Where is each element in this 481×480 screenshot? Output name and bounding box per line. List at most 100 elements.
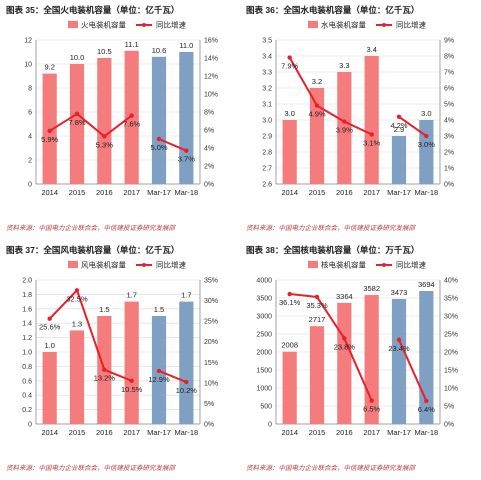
growth-line [289,293,373,402]
growth-point [424,398,429,404]
y-left-tick-label: 3.2 [262,86,272,93]
y-left-tick-label: 2.9 [262,134,272,141]
growth-value-label: 5.3% [96,140,113,149]
growth-point [396,114,402,120]
bar-value-label: 1.5 [99,305,109,314]
y-right-tick-label: 30% [444,314,458,321]
bar-value-label: 3.3 [339,61,349,70]
x-tick-label: 2015 [309,428,326,437]
legend-label: 火电装机容量 [81,20,126,30]
growth-point [287,291,292,297]
bar [124,301,139,424]
growth-point [74,111,80,117]
x-tick-label: Mar-18 [414,428,438,437]
bar-value-label: 10.0 [70,53,85,62]
y-right-tick-label: 25% [444,332,458,339]
y-right-tick-label: 25% [204,319,218,326]
growth-value-label: 35.3% [306,301,328,310]
x-tick-label: Mar-17 [387,188,411,197]
legend-label: 同比增速 [396,260,426,270]
x-tick-label: 2017 [123,428,140,437]
x-tick-label: Mar-17 [147,428,171,437]
y-right-tick-label: 8% [204,110,214,117]
y-right-tick-label: 10% [204,92,218,99]
bar-value-label: 10.5 [97,47,112,56]
bar [337,302,352,424]
bar [69,330,85,424]
bar-value-label: 3.0 [284,109,294,118]
growth-point [47,316,52,321]
chart-panel-wind: 图表 37：全国风电装机容量（单位：亿千瓦） 0 0.2 0.4 0.6 0.8 1.0 1… [0,240,240,480]
chart-title: 图表 38：全国核电装机容量（单位：万千瓦） [246,245,420,255]
x-tick-label: 2016 [336,188,353,197]
bar-value-label: 11.0 [179,41,193,50]
bar-value-label: 11.1 [125,40,139,49]
y-right-tick-label: 5% [444,102,454,109]
y-left-tick-label: 1.8 [22,292,32,299]
y-left-tick-label: 3500 [256,296,272,303]
growth-line [158,369,187,383]
growth-value-label: 10.2% [176,386,198,395]
bar-value-label: 9.2 [44,63,54,72]
growth-value-label: 32.5% [66,294,88,303]
y-left-tick-label: 0 [268,422,272,429]
bar-value-label: 10.6 [152,46,167,55]
y-right-tick-label: 4% [204,146,214,153]
growth-value-label: 5.9% [41,135,58,144]
y-right-tick-label: 0% [204,422,214,429]
chart-plot-thermal: 0 2 4 6 8 10 12 0% 2% 4% 6% 8% 10% 12% 14% 16% 9.2 10.0 10… [24,20,218,198]
x-tick-label: Mar-17 [387,428,411,437]
growth-point [369,132,374,137]
growth-value-label: 36.1% [279,298,301,307]
bar-value-label: 3.4 [366,45,376,54]
x-tick-label: 2016 [96,428,113,437]
growth-value-label: 10.5% [121,385,143,394]
legend-swatch-bar [68,261,78,268]
growth-line [158,138,187,152]
y-right-tick-label: 0% [444,182,454,189]
y-right-tick-label: 2% [204,164,214,171]
y-right-tick-label: 15% [444,368,458,375]
growth-value-label: 3.7% [178,155,195,164]
y-left-tick-label: 0.6 [22,378,32,385]
x-tick-label: 2014 [281,188,298,197]
growth-value-label: 7.8% [68,118,85,127]
y-right-tick-label: 30% [204,298,218,305]
x-tick-label: 2016 [96,188,113,197]
bar [179,52,194,184]
y-left-tick-label: 10 [24,62,32,69]
growth-point [156,368,162,374]
chart-plot-wind: 0 0.2 0.4 0.6 0.8 1.0 1.2 1.4 1.6 1.8 2.0 0% 5% 10% 15… [22,260,218,438]
y-right-tick-label: 5% [204,401,214,408]
y-left-tick-label: 1.2 [22,335,32,342]
growth-point [129,378,134,383]
growth-value-label: 5.0% [150,143,167,152]
x-tick-label: Mar-18 [174,428,198,437]
growth-value-label: 23.4% [388,344,410,353]
x-tick-label: 2016 [336,428,353,437]
y-right-tick-label: 40% [444,278,458,285]
legend-swatch-marker [142,23,146,27]
growth-point [314,103,320,108]
bar-value-label: 3473 [391,288,408,297]
legend-swatch-bar [308,261,318,268]
bar-value-label: 3694 [418,280,435,289]
y-left-tick-label: 0 [28,182,32,189]
y-left-tick-label: 1.4 [22,321,32,328]
chart-plot-hydro: 2.6 2.7 2.8 2.9 3.0 3.1 3.2 3.3 3.4 3.5 0% 1% 2% 3% 4%… [262,20,454,198]
y-left-tick-label: 2.6 [262,182,272,189]
growth-point [74,288,80,293]
growth-value-label: 3.0% [418,140,435,149]
growth-value-label: 4.9% [308,110,325,119]
y-right-tick-label: 14% [204,56,218,63]
y-left-tick-label: 8 [28,86,32,93]
y-left-tick-label: 4000 [256,278,272,285]
y-left-tick-label: 2500 [256,332,272,339]
bar [151,56,167,184]
growth-value-label: 23.8% [334,342,356,351]
bar-value-label: 2717 [309,315,326,324]
growth-point [287,55,292,60]
chart-panel-thermal: 图表 35：全国火电装机容量（单位：亿千瓦） 0 2 4 6 8 10 12 0% 2% 4% 6%… [0,0,240,240]
bar [309,326,325,424]
